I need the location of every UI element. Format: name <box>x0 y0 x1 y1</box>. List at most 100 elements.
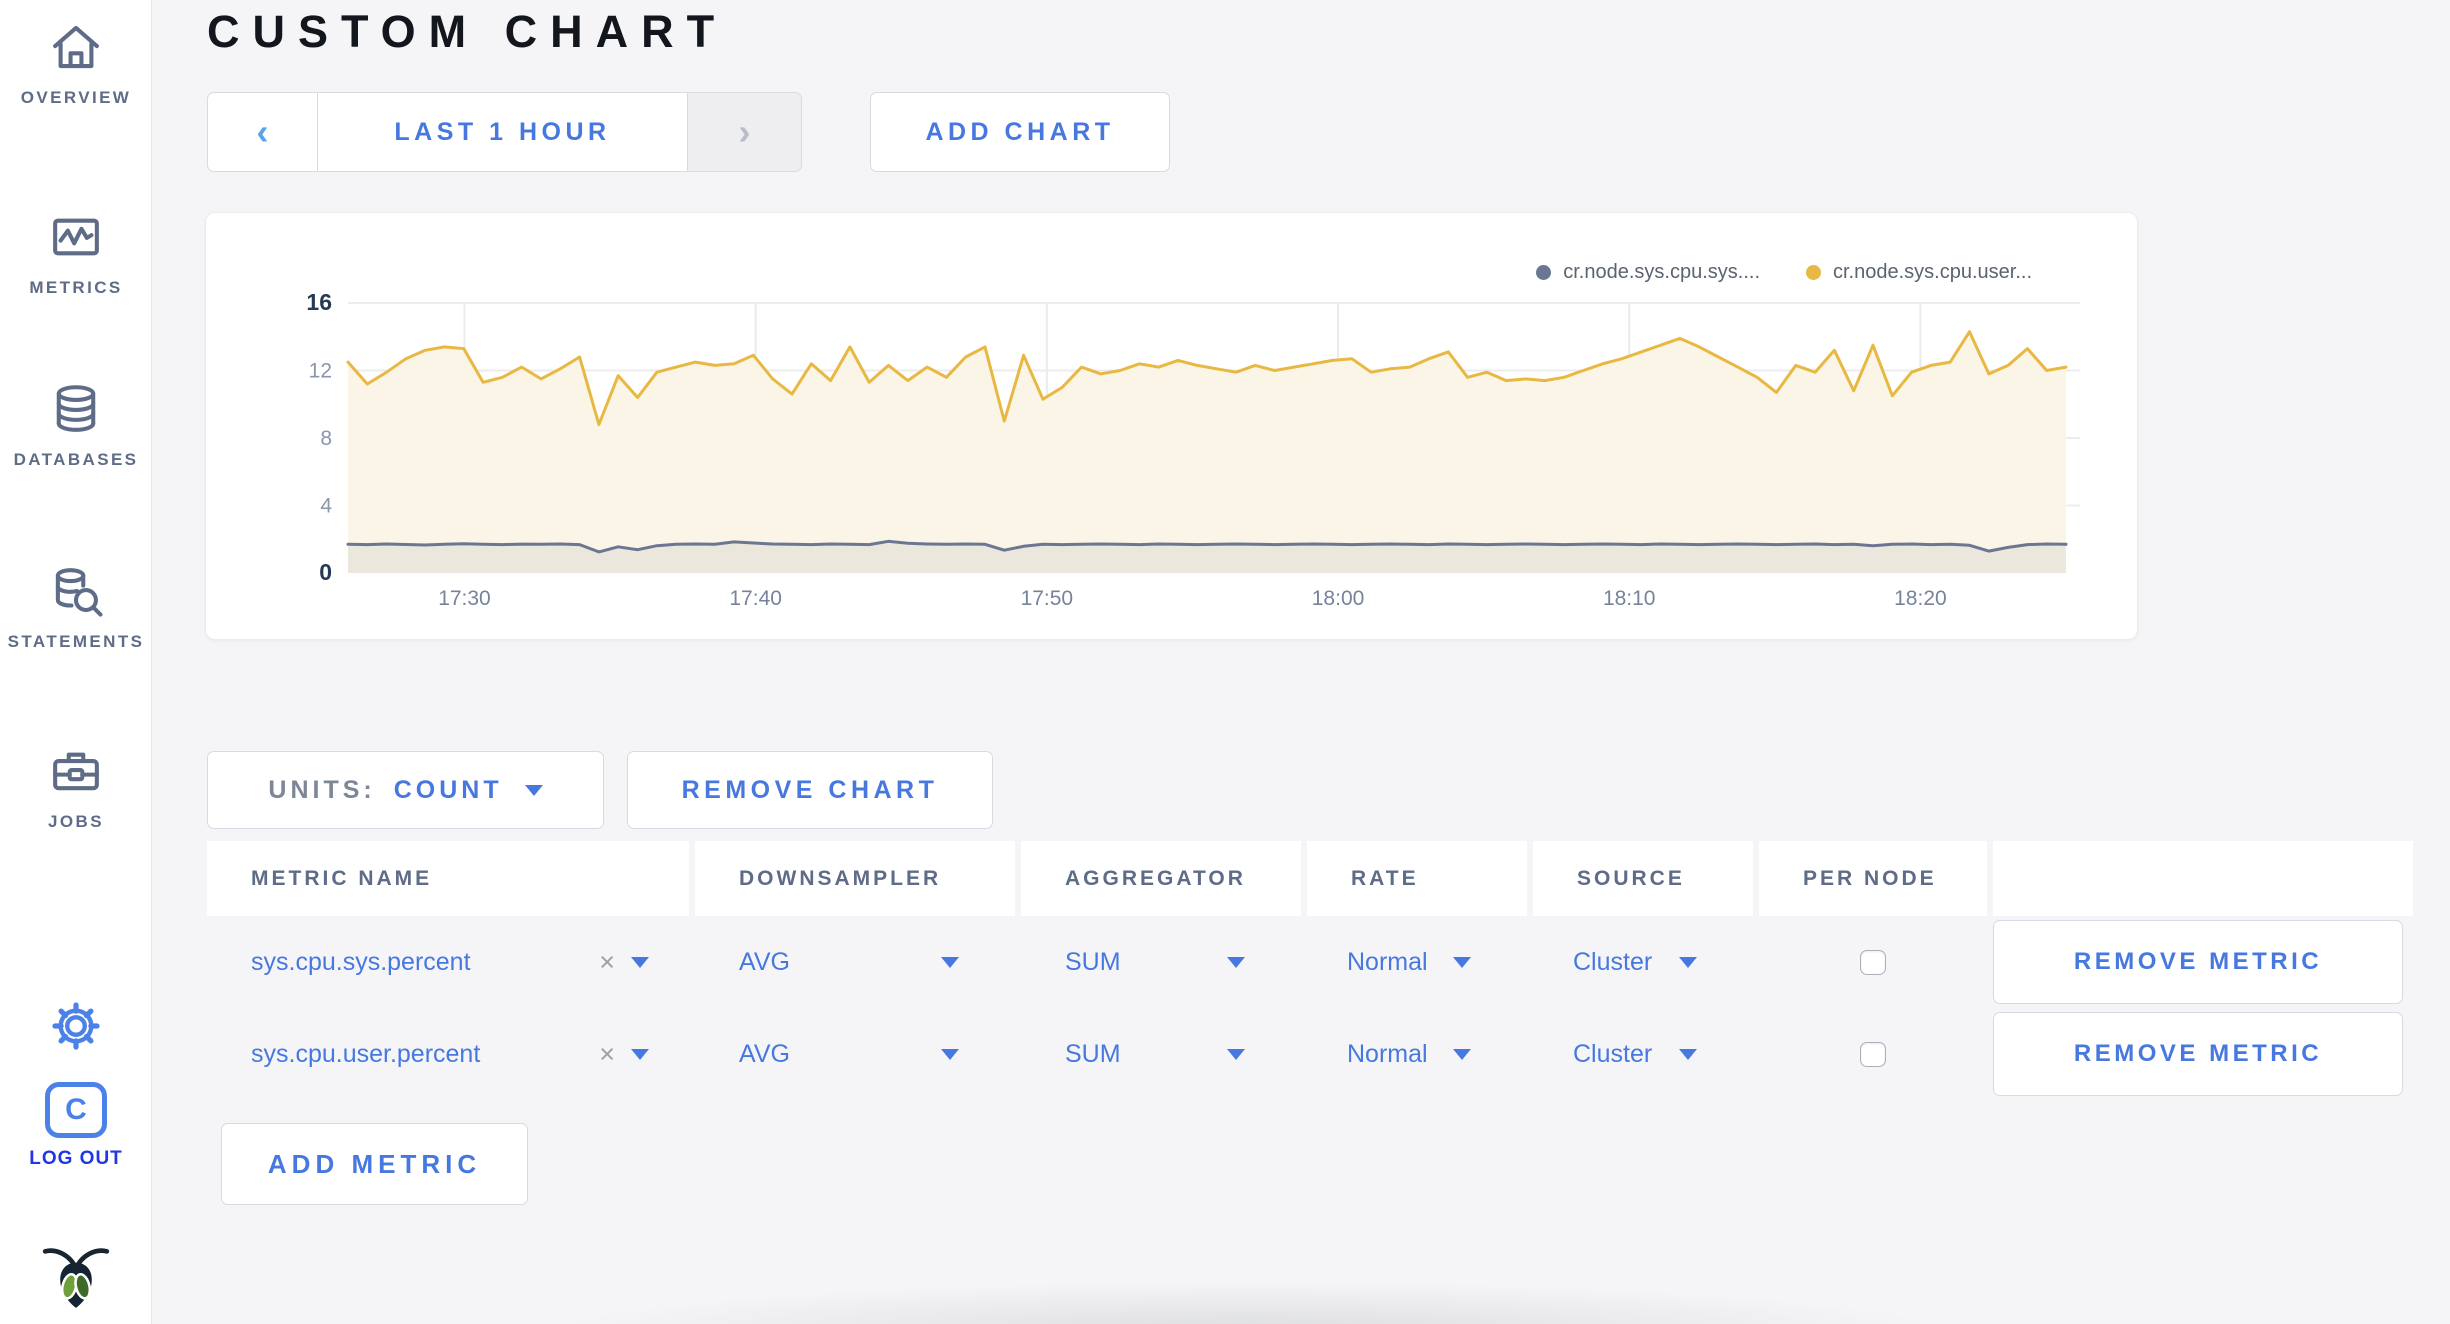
metrics-icon <box>47 208 105 266</box>
column-header-metric-name: METRIC NAME <box>207 841 689 916</box>
svg-text:12: 12 <box>309 360 332 383</box>
per-node-checkbox[interactable] <box>1860 949 1886 975</box>
rate-dropdown[interactable]: Normal <box>1307 916 1527 1008</box>
legend-item-user[interactable]: cr.node.sys.cpu.user... <box>1806 261 2032 284</box>
per-node-checkbox[interactable] <box>1860 1041 1886 1067</box>
column-header-actions <box>1993 841 2413 916</box>
add-chart-button[interactable]: ADD CHART <box>870 92 1170 172</box>
clear-metric-icon[interactable]: × <box>599 1038 615 1069</box>
metric-name-dropdown[interactable]: sys.cpu.user.percent × <box>207 1008 689 1100</box>
column-header-source: SOURCE <box>1533 841 1753 916</box>
sidebar-item-overview[interactable]: OVERVIEW <box>0 18 152 108</box>
aggregator-dropdown[interactable]: SUM <box>1021 916 1301 1008</box>
per-node-cell <box>1759 916 1987 1008</box>
svg-text:18:10: 18:10 <box>1603 587 1656 610</box>
svg-text:16: 16 <box>306 289 332 315</box>
metrics-table: METRIC NAME DOWNSAMPLER AGGREGATOR RATE … <box>207 841 2413 1100</box>
chevron-left-icon: ‹ <box>256 111 269 152</box>
column-header-per-node: PER NODE <box>1759 841 1987 916</box>
caret-down-icon <box>1679 1048 1697 1060</box>
time-range-selector: ‹ LAST 1 HOUR › <box>207 92 802 172</box>
caret-down-icon <box>1227 956 1245 968</box>
caret-down-icon <box>1453 956 1471 968</box>
remove-metric-button[interactable]: REMOVE METRIC <box>1993 1012 2403 1096</box>
sidebar-item-jobs[interactable]: JOBS <box>0 742 152 832</box>
sidebar: OVERVIEW METRICS DATABASES <box>0 0 152 1324</box>
svg-text:18:20: 18:20 <box>1894 587 1947 610</box>
cockroachdb-logo[interactable] <box>0 1236 152 1317</box>
legend-item-sys[interactable]: cr.node.sys.cpu.sys.... <box>1536 261 1760 284</box>
databases-icon <box>47 380 105 438</box>
caret-down-icon <box>631 956 649 968</box>
downsampler-dropdown[interactable]: AVG <box>695 916 1015 1008</box>
chevron-right-icon: › <box>738 111 751 152</box>
metric-name-dropdown[interactable]: sys.cpu.sys.percent × <box>207 916 689 1008</box>
bottom-scroll-shadow <box>350 1280 2150 1324</box>
logout-label: LOG OUT <box>29 1148 123 1169</box>
legend-label-user: cr.node.sys.cpu.user... <box>1833 261 2032 283</box>
source-dropdown[interactable]: Cluster <box>1533 916 1753 1008</box>
legend-label-sys: cr.node.sys.cpu.sys.... <box>1563 261 1760 283</box>
time-range-next-button[interactable]: › <box>687 93 801 171</box>
cockroach-bug-icon <box>39 1236 113 1317</box>
settings-button[interactable] <box>0 998 152 1059</box>
cockroach-c-icon: C <box>45 1082 107 1138</box>
sidebar-item-label: STATEMENTS <box>7 632 145 651</box>
units-value: COUNT <box>393 775 503 804</box>
column-header-aggregator: AGGREGATOR <box>1021 841 1301 916</box>
svg-text:18:00: 18:00 <box>1312 587 1365 610</box>
caret-down-icon <box>941 956 959 968</box>
units-dropdown[interactable]: UNITS: COUNT <box>207 751 604 829</box>
caret-down-icon <box>1453 1048 1471 1060</box>
add-metric-button[interactable]: ADD METRIC <box>221 1123 528 1205</box>
legend-dot-user <box>1806 265 1821 280</box>
timeseries-chart[interactable]: 17:30 17:40 17:50 18:00 18:10 18:20 0 4 8 12 16 <box>206 213 2139 641</box>
gear-icon <box>48 998 104 1059</box>
caret-down-icon <box>1227 1048 1245 1060</box>
time-range-label: LAST 1 HOUR <box>394 117 611 146</box>
home-icon <box>47 18 105 76</box>
remove-chart-button[interactable]: REMOVE CHART <box>627 751 993 829</box>
units-label: UNITS: <box>268 775 376 804</box>
column-header-downsampler: DOWNSAMPLER <box>695 841 1015 916</box>
svg-text:8: 8 <box>320 427 332 450</box>
caret-down-icon <box>524 784 543 796</box>
svg-text:4: 4 <box>320 495 332 518</box>
source-dropdown[interactable]: Cluster <box>1533 1008 1753 1100</box>
time-range-dropdown[interactable]: LAST 1 HOUR <box>318 93 687 171</box>
sidebar-item-statements[interactable]: STATEMENTS <box>0 562 152 652</box>
remove-metric-button[interactable]: REMOVE METRIC <box>1993 920 2403 1004</box>
svg-text:17:30: 17:30 <box>438 587 491 610</box>
metric-name-value: sys.cpu.sys.percent <box>251 947 471 976</box>
time-range-prev-button[interactable]: ‹ <box>208 93 318 171</box>
actions-cell: REMOVE METRIC <box>1993 916 2413 1008</box>
svg-text:17:40: 17:40 <box>729 587 782 610</box>
per-node-cell <box>1759 1008 1987 1100</box>
jobs-icon <box>47 742 105 800</box>
logout-button[interactable]: C LOG OUT <box>0 1082 152 1170</box>
sidebar-item-databases[interactable]: DATABASES <box>0 380 152 470</box>
sidebar-item-label: JOBS <box>48 812 104 831</box>
sidebar-item-label: OVERVIEW <box>20 88 132 107</box>
clear-metric-icon[interactable]: × <box>599 946 615 977</box>
statements-icon <box>47 562 105 620</box>
downsampler-dropdown[interactable]: AVG <box>695 1008 1015 1100</box>
chart-legend: cr.node.sys.cpu.sys.... cr.node.sys.cpu.… <box>1536 261 2032 284</box>
aggregator-dropdown[interactable]: SUM <box>1021 1008 1301 1100</box>
caret-down-icon <box>631 1048 649 1060</box>
custom-chart-card: 17:30 17:40 17:50 18:00 18:10 18:20 0 4 8 12 16 cr… <box>205 212 2138 640</box>
svg-text:17:50: 17:50 <box>1021 587 1074 610</box>
metric-name-value: sys.cpu.user.percent <box>251 1039 481 1068</box>
sidebar-item-metrics[interactable]: METRICS <box>0 208 152 298</box>
page-title: CUSTOM CHART <box>207 6 728 57</box>
sidebar-item-label: METRICS <box>29 278 123 297</box>
svg-text:0: 0 <box>319 559 332 585</box>
sidebar-item-label: DATABASES <box>13 450 139 469</box>
column-header-rate: RATE <box>1307 841 1527 916</box>
legend-dot-sys <box>1536 265 1552 280</box>
caret-down-icon <box>1679 956 1697 968</box>
actions-cell: REMOVE METRIC <box>1993 1008 2413 1100</box>
rate-dropdown[interactable]: Normal <box>1307 1008 1527 1100</box>
caret-down-icon <box>941 1048 959 1060</box>
